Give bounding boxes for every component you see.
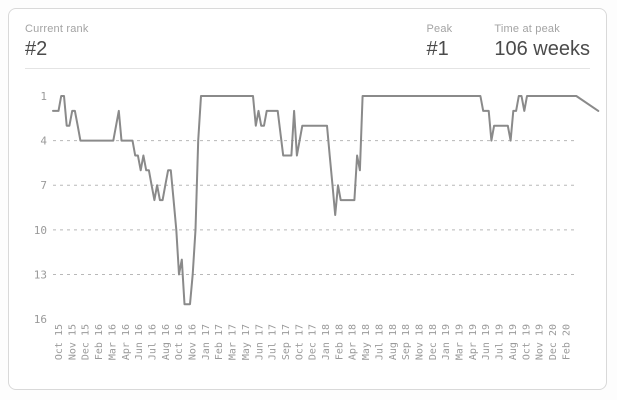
x-axis-tick-label: Oct 17 [294, 324, 305, 360]
peak-value: #1 [426, 38, 449, 60]
y-axis-tick-label: 1 [40, 90, 47, 103]
y-axis-tick-label: 10 [34, 224, 47, 237]
x-axis-tick-label: Feb 20 [561, 324, 572, 360]
x-axis-tick-label: Aug 19 [508, 324, 519, 360]
x-axis-tick-label: Feb 17 [214, 324, 225, 360]
current-rank-stat: Current rank #2 [25, 22, 89, 61]
x-axis-tick-label: Dec 20 [548, 324, 559, 360]
y-axis-tick-label: 4 [40, 135, 47, 148]
x-axis-tick-label: Aug 18 [388, 324, 399, 360]
x-axis-tick-label: Sep 17 [281, 324, 292, 360]
x-axis-tick-label: Apr 18 [348, 324, 359, 360]
x-axis-tick-label: Jan 17 [201, 324, 212, 360]
peak-label: Peak [426, 23, 453, 35]
x-axis-tick-label: Nov 15 [67, 324, 78, 360]
y-axis-tick-label: 13 [34, 268, 47, 281]
x-axis-tick-label: Feb 18 [334, 324, 345, 360]
x-axis-tick-label: May 18 [361, 324, 372, 360]
x-axis-tick-label: Jan 18 [321, 324, 332, 360]
x-axis-tick-label: Nov 18 [414, 324, 425, 360]
x-axis-tick-label: Jun 16 [134, 324, 145, 360]
x-axis-tick-label: Nov 19 [535, 324, 546, 360]
x-axis-tick-label: Sep 18 [401, 324, 412, 360]
x-axis-tick-label: Aug 16 [161, 324, 172, 360]
rank-stats-card: Current rank #2 Peak #1 Time at peak 106… [8, 8, 607, 390]
x-axis-tick-label: Jul 18 [374, 324, 385, 360]
rank-history-chart: 1 4 7 10 13 16 Oct 15 Nov 15 Dec 15 Feb 16 Mar 16 A… [9, 71, 608, 387]
x-axis-tick-label: Jun 17 [254, 324, 265, 360]
x-axis-tick-label: Dec 17 [308, 324, 319, 360]
y-axis-tick-label: 16 [34, 313, 47, 326]
x-axis-tick-label: Jun 19 [481, 324, 492, 360]
x-axis-tick-label: Jul 17 [268, 324, 279, 360]
x-axis-tick-label: Dec 15 [81, 324, 92, 360]
x-axis-tick-label: Oct 19 [521, 324, 532, 360]
x-axis-tick-label: Apr 19 [468, 324, 479, 360]
current-rank-label: Current rank [25, 23, 89, 35]
x-axis-tick-label: Oct 15 [54, 324, 65, 360]
time-at-peak-stat: Time at peak 106 weeks [494, 22, 590, 61]
header-right-stats: Peak #1 Time at peak 106 weeks [427, 22, 591, 61]
y-axis-tick-label: 7 [40, 179, 47, 192]
x-axis-tick-label: Jan 19 [441, 324, 452, 360]
rank-line-series [52, 95, 600, 306]
x-axis-tick-label: Feb 16 [94, 324, 105, 360]
x-axis-tick-label: Oct 16 [174, 324, 185, 360]
x-axis-tick-label: Mar 19 [455, 324, 466, 360]
x-axis-tick-label: Nov 16 [188, 324, 199, 360]
x-axis-tick-label: Jul 19 [495, 324, 506, 360]
x-axis-tick-label: Mar 17 [228, 324, 239, 360]
card-header: Current rank #2 Peak #1 Time at peak 106… [25, 9, 590, 69]
peak-stat: Peak #1 [427, 22, 453, 61]
time-at-peak-label: Time at peak [494, 23, 560, 35]
time-at-peak-value: 106 weeks [494, 38, 590, 60]
x-axis-tick-label: Jul 16 [147, 324, 158, 360]
x-axis-tick-label: Dec 18 [428, 324, 439, 360]
current-rank-value: #2 [25, 38, 48, 60]
x-axis-tick-label: May 17 [241, 324, 252, 360]
x-axis-tick-label: Mar 16 [107, 324, 118, 360]
x-axis-tick-label: Apr 16 [121, 324, 132, 360]
